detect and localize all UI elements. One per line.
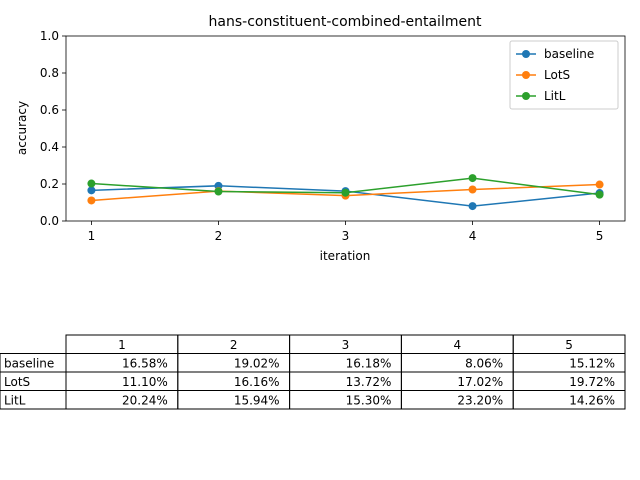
table-cell-value: 23.20% xyxy=(457,394,503,408)
x-tick-label: 2 xyxy=(215,229,223,243)
legend-marker-baseline xyxy=(522,50,530,58)
table-cell-value: 20.24% xyxy=(122,394,168,408)
y-tick-label: 0.4 xyxy=(40,140,59,154)
x-tick-label: 4 xyxy=(469,229,477,243)
y-axis-label: accuracy xyxy=(15,101,29,155)
y-tick-label: 1.0 xyxy=(40,29,59,43)
table-cell-value: 19.02% xyxy=(234,357,280,371)
table-cell-value: 15.30% xyxy=(346,394,392,408)
table-row-label: baseline xyxy=(4,357,54,371)
table-cell xyxy=(512,390,626,410)
legend-label-baseline: baseline xyxy=(544,47,594,61)
chart-title: hans-constituent-combined-entailment xyxy=(209,14,482,30)
legend: baseline LotS LitL xyxy=(509,40,619,110)
y-tick-label: 0.2 xyxy=(40,177,59,191)
data-table: 1 2 3 4 5 baseline 16.58% 19.02% 16.18% 8.06% 15.1… xyxy=(0,334,626,410)
legend-marker-lots xyxy=(522,71,530,79)
data-point-litl xyxy=(595,190,604,199)
x-tick-label: 5 xyxy=(596,229,604,243)
table-cell-value: 13.72% xyxy=(346,375,392,389)
data-point-lots xyxy=(595,180,604,189)
plot-area: 1 2 3 4 5 0.0 0.2 0.4 0.6 0.8 1.0 xyxy=(40,29,626,243)
table-cell-value: 14.26% xyxy=(569,394,615,408)
table-row-label: LotS xyxy=(4,375,30,389)
data-point-litl xyxy=(341,188,350,197)
table-cell-value: 16.18% xyxy=(346,357,392,371)
data-point-baseline xyxy=(468,202,477,211)
legend-label-litl: LitL xyxy=(544,89,566,103)
table-cell-value: 11.10% xyxy=(122,375,168,389)
y-tick-label: 0.8 xyxy=(40,66,59,80)
table-header-label: 3 xyxy=(342,338,350,352)
table-row-label: LitL xyxy=(4,394,26,408)
table-cell-value: 17.02% xyxy=(457,375,503,389)
data-point-litl xyxy=(214,187,223,196)
data-point-baseline xyxy=(87,186,96,195)
x-tick-label: 1 xyxy=(88,229,96,243)
data-point-litl xyxy=(87,179,96,188)
table-cell-value: 8.06% xyxy=(465,357,503,371)
y-tick-label: 0.6 xyxy=(40,103,59,117)
table-header-label: 1 xyxy=(118,338,126,352)
data-point-litl xyxy=(468,174,477,183)
table-header-label: 5 xyxy=(565,338,573,352)
table-cell-value: 15.94% xyxy=(234,394,280,408)
table-cell-value: 19.72% xyxy=(569,375,615,389)
table-header-label: 2 xyxy=(230,338,238,352)
table-cell-value: 15.12% xyxy=(569,357,615,371)
x-tick-label: 3 xyxy=(342,229,350,243)
data-point-lots xyxy=(87,196,96,205)
table-cell-value: 16.58% xyxy=(122,357,168,371)
data-point-lots xyxy=(468,185,477,194)
legend-marker-litl xyxy=(522,92,530,100)
legend-box xyxy=(509,40,619,110)
legend-label-lots: LotS xyxy=(544,68,570,82)
y-tick-label: 0.0 xyxy=(40,214,59,228)
table-header-label: 4 xyxy=(453,338,461,352)
table-cell-value: 16.16% xyxy=(234,375,280,389)
x-axis-label: iteration xyxy=(320,249,371,263)
